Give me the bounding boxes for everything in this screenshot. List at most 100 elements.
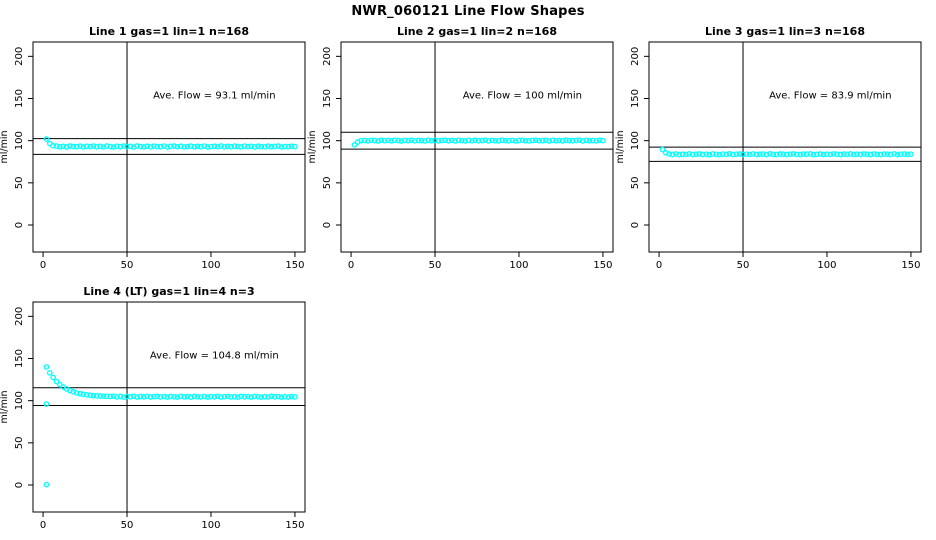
data-point	[767, 150, 773, 157]
data-point	[161, 393, 167, 400]
data-point	[255, 143, 261, 150]
data-point	[110, 393, 117, 400]
data-point	[187, 394, 194, 400]
x-tick-label: 50	[121, 520, 134, 531]
data-point	[57, 143, 63, 150]
data-point	[556, 137, 563, 144]
data-point	[234, 394, 241, 400]
data-point	[114, 394, 120, 400]
outlier-point	[43, 401, 50, 407]
data-point	[100, 393, 107, 400]
data-point	[415, 137, 422, 144]
data-point	[716, 151, 723, 158]
data-point	[358, 137, 364, 144]
data-point	[773, 151, 780, 158]
data-point	[130, 393, 137, 400]
data-point	[783, 151, 790, 158]
data-point	[459, 137, 465, 144]
data-point	[422, 138, 428, 144]
data-point	[177, 143, 184, 150]
data-point	[93, 393, 100, 399]
data-point	[428, 137, 435, 144]
data-point	[275, 393, 281, 400]
data-series	[659, 146, 914, 158]
data-point	[388, 137, 395, 144]
data-point	[228, 143, 234, 150]
x-tick-label: 100	[201, 520, 220, 531]
data-point	[282, 143, 288, 150]
data-point	[793, 151, 800, 158]
data-point	[70, 388, 77, 395]
data-point	[827, 151, 834, 158]
data-point	[228, 394, 234, 400]
data-point	[154, 393, 161, 400]
data-point	[140, 394, 147, 400]
data-point	[271, 394, 278, 400]
data-point	[559, 137, 566, 144]
data-point	[499, 137, 506, 144]
data-point	[245, 393, 251, 400]
x-tick-label: 100	[817, 260, 836, 271]
x-tick-label: 150	[285, 520, 304, 531]
data-point	[529, 137, 536, 144]
data-point	[864, 151, 871, 158]
data-point	[877, 151, 884, 158]
x-tick-label: 0	[656, 260, 662, 271]
data-point	[857, 151, 864, 158]
data-point	[224, 393, 231, 400]
data-point	[80, 391, 87, 398]
data-point	[167, 143, 174, 150]
data-point	[522, 137, 529, 144]
subplot-4: 0 50 100 150 0 50 100 150 200 ml/min Ave. Flow = 1…	[0, 301, 306, 531]
data-point	[278, 144, 285, 150]
data-point	[147, 394, 154, 400]
data-point	[401, 137, 408, 144]
data-point	[750, 151, 756, 157]
data-point	[73, 390, 80, 396]
data-point	[171, 393, 177, 400]
data-point	[666, 151, 672, 157]
data-point	[445, 137, 452, 144]
data-point	[659, 146, 666, 153]
data-point	[586, 137, 593, 144]
data-point	[46, 369, 53, 376]
data-point	[124, 393, 130, 400]
data-point	[887, 151, 894, 158]
data-point	[167, 393, 174, 400]
data-point	[258, 143, 265, 150]
ave-flow-annotation: Ave. Flow = 104.8 ml/min	[150, 351, 279, 362]
data-point	[80, 144, 87, 150]
data-point	[73, 143, 80, 150]
ave-flow-annotation: Ave. Flow = 83.9 ml/min	[769, 91, 891, 102]
data-point	[817, 151, 824, 157]
y-tick-label: 100	[630, 131, 641, 150]
data-point	[248, 394, 255, 400]
data-point	[435, 137, 442, 144]
data-point	[157, 394, 164, 400]
x-tick-label: 0	[40, 520, 46, 531]
data-point	[164, 394, 171, 400]
data-point	[405, 137, 412, 144]
data-point	[285, 143, 292, 150]
data-point	[174, 394, 181, 400]
data-point	[881, 151, 887, 157]
data-point	[104, 393, 110, 400]
data-point	[365, 137, 371, 144]
data-point	[462, 137, 469, 144]
y-tick-label: 150	[322, 89, 333, 108]
data-point	[512, 138, 519, 144]
data-point	[844, 151, 850, 158]
data-point	[288, 143, 295, 150]
plot-box	[32, 41, 306, 253]
y-axis: 0 50 100 150 200	[14, 47, 33, 228]
subplot-1: 0 50 100 150 0 50 100 150 200 ml/min Ave. Flow = 9…	[0, 41, 306, 271]
data-point	[292, 394, 298, 400]
y-tick-label: 50	[14, 176, 25, 189]
data-point	[201, 393, 208, 400]
data-point	[87, 143, 93, 150]
data-point	[706, 151, 713, 158]
data-point	[871, 151, 877, 157]
data-point	[104, 143, 110, 149]
y-axis-label: ml/min	[307, 130, 318, 163]
data-point	[234, 143, 241, 150]
